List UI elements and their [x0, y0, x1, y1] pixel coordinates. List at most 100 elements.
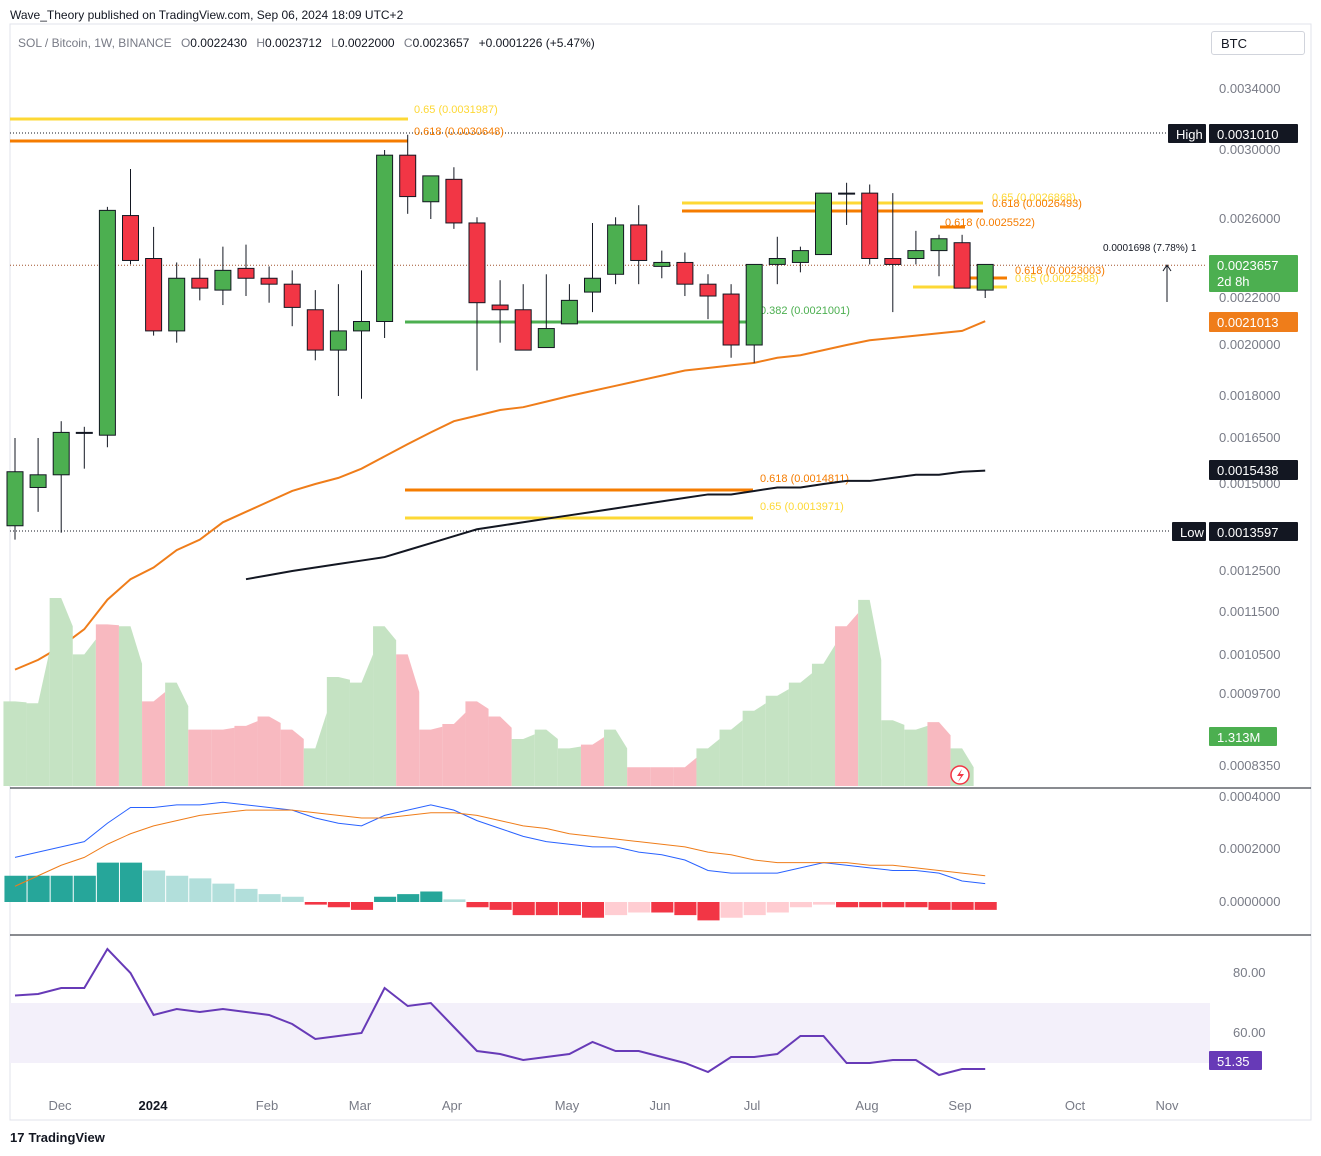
volume-bar [349, 654, 374, 786]
volume-bar [604, 729, 628, 786]
macd-histogram-bar [766, 902, 789, 913]
macd-histogram-bar [443, 899, 466, 902]
price-axis-tick: 0.0010500 [1219, 647, 1280, 662]
candle-body [168, 277, 186, 332]
candle-body [815, 192, 832, 256]
candle-body [791, 250, 809, 263]
symbol-name[interactable]: SOL / Bitcoin, 1W, BINANCE [18, 36, 172, 50]
candle-body [29, 474, 47, 488]
candle-body [6, 471, 24, 527]
fib-level-label: 0.618 (0.0023003) [1015, 265, 1105, 277]
time-axis-label: Oct [1065, 1098, 1086, 1113]
time-axis-label: Nov [1155, 1098, 1179, 1113]
tradingview-logo[interactable]: 17 TradingView [10, 1130, 105, 1145]
open-value: 0.0022430 [190, 36, 248, 50]
candle-body [468, 222, 486, 304]
volume-bar [673, 757, 697, 786]
volume-bar [881, 720, 905, 786]
volume-badge-bg [1209, 727, 1277, 746]
volume-bar [95, 624, 119, 786]
macd-histogram-bar [189, 878, 212, 902]
high-tag: High [1168, 124, 1206, 143]
macd-axis-tick: 0.0000000 [1219, 894, 1280, 909]
ema-black-badge-bg [1209, 460, 1298, 480]
candle-body [399, 154, 417, 198]
volume-bar [396, 654, 420, 786]
last-price-badge-text: 0.0023657 [1217, 258, 1278, 273]
volume-bar [511, 734, 535, 786]
macd-histogram-bar [651, 902, 674, 913]
rsi-axis-tick: 60.00 [1233, 1025, 1266, 1040]
fib-level-label: 0.382 (0.0021001) [760, 305, 850, 317]
volume-bar [488, 716, 512, 786]
low-value-badge: 0.0013597 [1209, 522, 1298, 541]
time-axis-label: Aug [855, 1098, 878, 1113]
open-label: O [180, 36, 191, 50]
fib-level-label: 0.618 (0.0026493) [992, 198, 1082, 210]
publisher-line: Wave_Theory published on TradingView.com… [10, 8, 404, 22]
symbol-legend: SOL / Bitcoin, 1W, BINANCE O0.0022430 H0… [18, 36, 595, 50]
low-value-badge-text: 0.0013597 [1217, 525, 1278, 540]
macd-histogram-bar [951, 902, 974, 910]
price-axis-tick: 0.0020000 [1219, 337, 1280, 352]
time-axis-label: 2024 [139, 1098, 169, 1113]
price-axis-tick: 0.0008350 [1219, 758, 1280, 773]
macd-histogram-bar [258, 894, 281, 902]
high-label: H [256, 36, 266, 50]
macd-histogram-bar [882, 902, 905, 908]
volume-bar [742, 703, 766, 786]
candle-body [676, 261, 694, 285]
price-pane: 0.65 (0.0031987) 0.618 (0.0030648) 0.65 (0… [6, 104, 1206, 671]
rsi-axis-tick: 80.00 [1233, 965, 1266, 980]
close-label: C [403, 36, 413, 50]
volume-bar [696, 739, 720, 786]
measure-label: 0.0001698 (7.78%) 1 [1103, 243, 1197, 254]
macd-histogram-bar [859, 902, 882, 908]
macd-histogram-bar [974, 902, 997, 910]
volume-bar [303, 712, 327, 786]
fib-level-label: 0.65 (0.0022588) [1015, 273, 1099, 285]
rsi-band [10, 1003, 1210, 1063]
candle-body [422, 175, 440, 203]
candle-body [838, 192, 856, 195]
candle-body [607, 224, 625, 275]
macd-histogram-bar [73, 875, 96, 902]
candle-body [260, 277, 278, 285]
macd-histogram-bar [674, 902, 697, 916]
volume-bar [3, 701, 27, 786]
volume-bar [373, 626, 397, 786]
macd-histogram-bar [4, 875, 27, 902]
ema-black-badge-text: 0.0015438 [1217, 463, 1278, 478]
macd-histogram-bar [374, 896, 397, 902]
candle-body [699, 283, 717, 297]
last-price-badge-text: 2d 8h [1217, 274, 1250, 289]
candle-body [445, 178, 463, 224]
high-value-badge: 0.0031010 [1209, 124, 1298, 143]
candle-body [191, 277, 209, 289]
macd-signal-line [14, 809, 986, 887]
volume-bar [788, 673, 812, 786]
macd-histogram-bar [166, 875, 189, 902]
candle-body [745, 263, 763, 346]
currency-button[interactable]: BTC [1211, 31, 1305, 55]
candle-body [630, 224, 648, 261]
chart-frame [9, 23, 1312, 1121]
volume-bar [142, 692, 166, 786]
candle-body [52, 431, 70, 476]
time-axis-label: Jul [744, 1098, 761, 1113]
time-axis-label: Mar [349, 1098, 372, 1113]
macd-histogram-bar [928, 902, 951, 910]
ema-orange-badge-bg [1209, 312, 1298, 332]
candle-body [353, 321, 370, 332]
macd-histogram-bar [720, 902, 743, 918]
candle-body [930, 238, 948, 252]
volume-bar [118, 626, 143, 786]
volume-bar [580, 737, 605, 786]
candle-body [214, 269, 232, 291]
rsi-badge: 51.35 [1209, 1051, 1262, 1070]
volume-bar [627, 767, 651, 786]
measure-arrow-head [1162, 264, 1172, 272]
high-value-badge-text: 0.0031010 [1217, 127, 1278, 142]
volume-bar [835, 613, 859, 786]
